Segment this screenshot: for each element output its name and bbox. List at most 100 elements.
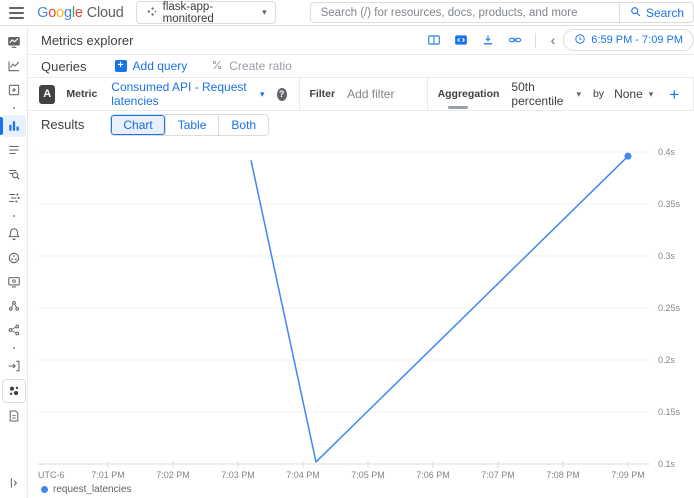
tab-table[interactable]: Table [164, 114, 219, 135]
caret-down-icon: ▾ [648, 88, 654, 99]
svg-text:7:03 PM: 7:03 PM [221, 470, 255, 480]
sidebar-item-dashboards[interactable] [2, 55, 26, 77]
queries-label: Queries [41, 58, 87, 74]
caret-down-icon: ▾ [260, 88, 265, 99]
list-icon [7, 143, 21, 157]
sidebar-item-integrations[interactable] [2, 79, 26, 101]
hamburger-menu-icon[interactable] [9, 6, 25, 19]
project-name: flask-app-monitored [162, 0, 214, 25]
svg-text:0.25s: 0.25s [658, 303, 681, 313]
bar-chart-icon [7, 119, 21, 133]
sidebar-item-alerting[interactable] [2, 223, 26, 245]
create-ratio-button[interactable]: Create ratio [211, 59, 292, 74]
add-aggregation-button[interactable]: + [669, 84, 680, 104]
sidebar-item-collapse[interactable] [2, 472, 26, 494]
svg-text:7:08 PM: 7:08 PM [546, 470, 580, 480]
sidebar-item-network[interactable] [2, 319, 26, 341]
sidebar-item-divider-2 [2, 211, 26, 221]
expand-icon [7, 476, 21, 490]
svg-text:0.1s: 0.1s [658, 459, 676, 469]
filter-label: Filter [309, 88, 336, 100]
grid-plus-icon [7, 83, 21, 97]
chevron-left-icon[interactable]: ‹ [550, 32, 556, 48]
trace-icon [7, 191, 21, 205]
section-divider [298, 78, 300, 110]
arrow-in-icon [7, 359, 21, 373]
sidebar-item-log-analytics[interactable] [2, 163, 26, 185]
doc-edit-icon [7, 409, 21, 423]
main-content: Metrics explorer ‹ 6:59 PM - 7:09 PM Que… [28, 26, 694, 498]
time-range-value: 6:59 PM - 7:09 PM [591, 34, 683, 46]
help-icon[interactable]: ? [276, 87, 287, 101]
add-query-button[interactable]: + Add query [114, 59, 187, 73]
dot-icon [10, 104, 18, 112]
svg-text:7:05 PM: 7:05 PM [351, 470, 385, 480]
clock-icon [574, 33, 586, 48]
results-view-tabs: Chart Table Both [110, 113, 270, 136]
section-divider [426, 78, 428, 110]
svg-text:7:01 PM: 7:01 PM [91, 470, 125, 480]
chart-legend[interactable]: request_latencies [28, 480, 694, 498]
svg-text:0.15s: 0.15s [658, 407, 681, 417]
sidebar-item-monitoring-overview[interactable] [2, 31, 26, 53]
caret-down-icon: ▾ [262, 7, 267, 17]
bell-icon [7, 227, 21, 241]
query-builder-row: A Metric Consumed API - Request latencie… [28, 78, 694, 111]
project-selector[interactable]: flask-app-monitored ▾ [135, 0, 276, 25]
docs-panel-icon[interactable] [427, 33, 441, 47]
search-input[interactable] [310, 6, 619, 19]
sidebar-item-divider-1 [2, 103, 26, 113]
sidebar-item-migrate[interactable] [2, 355, 26, 377]
link-icon[interactable] [508, 33, 522, 47]
group-by-dropdown[interactable]: None ▾ [614, 87, 654, 101]
results-row: Results Chart Table Both [28, 111, 694, 138]
svg-text:0.3s: 0.3s [658, 251, 676, 261]
tab-both[interactable]: Both [218, 114, 268, 135]
screen-icon [7, 275, 21, 289]
time-range-picker[interactable]: 6:59 PM - 7:09 PM [563, 29, 694, 51]
queries-row: Queries + Add query Create ratio [28, 55, 694, 78]
svg-text:7:07 PM: 7:07 PM [481, 470, 515, 480]
global-search-bar: Search [309, 2, 694, 23]
svg-text:0.35s: 0.35s [658, 199, 681, 209]
caret-down-icon: ▾ [576, 88, 581, 99]
sidebar-item-uptime-checks[interactable] [2, 247, 26, 269]
sidebar-item-documentation[interactable] [2, 405, 26, 427]
sidebar-item-logs[interactable] [2, 139, 26, 161]
page-header-row: Metrics explorer ‹ 6:59 PM - 7:09 PM [28, 26, 694, 55]
circle-dots-icon [7, 251, 21, 265]
sidebar-item-divider-3 [2, 343, 26, 353]
svg-text:7:02 PM: 7:02 PM [156, 470, 190, 480]
code-editor-icon[interactable] [454, 33, 468, 47]
svg-text:UTC-6: UTC-6 [38, 470, 65, 480]
sidebar-item-trace[interactable] [2, 187, 26, 209]
svg-text:7:09 PM: 7:09 PM [611, 470, 645, 480]
dot-icon [10, 212, 18, 220]
plus-box-icon: + [114, 60, 127, 72]
query-letter-badge[interactable]: A [39, 84, 56, 104]
page-toolbar: ‹ [427, 32, 558, 48]
aggregation-label: Aggregation [437, 88, 500, 100]
sidebar-item-services[interactable] [2, 295, 26, 317]
legend-dot-icon [41, 485, 48, 493]
query-row-scrollbar[interactable] [448, 106, 468, 109]
aggregation-dropdown[interactable]: 50th percentile ▾ [511, 80, 581, 108]
add-filter-input[interactable]: Add filter [347, 87, 395, 101]
tab-chart[interactable]: Chart [111, 114, 165, 135]
monitoring-sidebar [0, 26, 28, 498]
search-button[interactable]: Search [618, 3, 693, 22]
svg-text:0.2s: 0.2s [658, 355, 676, 365]
latency-line-chart[interactable]: 0.4s 0.35s 0.3s 0.25s 0.2s 0.15s 0.1s 7:01 PM 7:… [28, 138, 694, 480]
sidebar-item-screen-share[interactable] [2, 271, 26, 293]
sidebar-item-metrics-explorer[interactable] [0, 115, 26, 137]
download-icon[interactable] [481, 33, 495, 47]
line-chart-icon [7, 59, 21, 73]
metric-dropdown[interactable]: Consumed API - Request latencies ▾ [111, 80, 265, 108]
sidebar-item-pinned-product[interactable] [1, 379, 26, 403]
legend-series-label: request_latencies [53, 483, 132, 495]
svg-text:0.4s: 0.4s [658, 147, 676, 157]
chart-area[interactable]: 0.4s 0.35s 0.3s 0.25s 0.2s 0.15s 0.1s 7:01 PM 7:… [28, 138, 694, 480]
page-title: Metrics explorer [41, 32, 134, 48]
